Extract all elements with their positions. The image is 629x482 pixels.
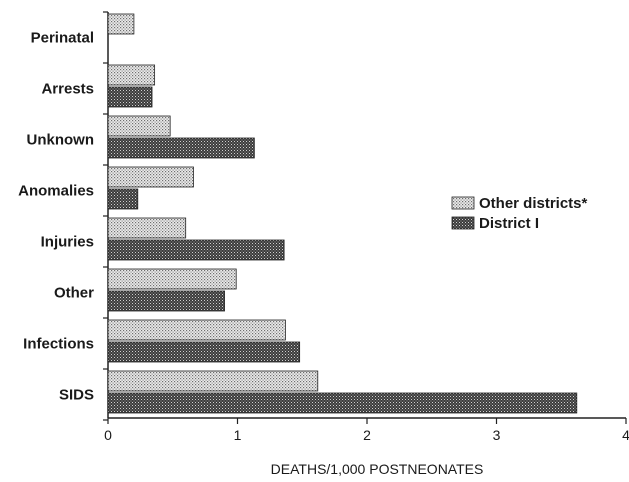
legend-swatch-district-1 — [451, 216, 475, 230]
bar-district-1 — [107, 341, 301, 363]
category-label: Injuries — [41, 234, 94, 251]
bar-district-1 — [107, 239, 285, 261]
x-axis-title: DEATHS/1,000 POSTNEONATES — [271, 461, 484, 477]
bar-other-districts — [107, 217, 187, 239]
category-label: Perinatal — [31, 30, 94, 47]
x-tick-label: 2 — [363, 427, 371, 443]
legend: Other districts* District I — [451, 195, 588, 232]
bar-other-districts — [107, 319, 286, 341]
category-label: Arrests — [41, 81, 94, 98]
legend-label-district-1: District I — [479, 215, 539, 232]
bar-district-1 — [107, 137, 255, 159]
x-tick-label: 4 — [622, 427, 629, 443]
bar-district-1 — [107, 392, 578, 414]
category-label: SIDS — [59, 387, 94, 404]
bar-district-1 — [107, 86, 153, 108]
legend-label-other-districts: Other districts* — [479, 195, 588, 212]
x-tick-label: 3 — [493, 427, 501, 443]
bar-district-1 — [107, 188, 139, 210]
legend-swatch-other-districts — [451, 196, 475, 210]
x-tick-label: 1 — [234, 427, 242, 443]
plot-area: Perinatal Arrests Unknown Anomalies Injuries… — [18, 11, 629, 443]
bar-other-districts — [107, 115, 171, 137]
bar-other-districts — [107, 268, 237, 290]
bar-other-districts — [107, 13, 135, 35]
category-label: Anomalies — [18, 183, 94, 200]
category-label: Other — [54, 285, 94, 302]
bar-other-districts — [107, 370, 319, 392]
x-tick-label: 0 — [104, 427, 112, 443]
bar-other-districts — [107, 64, 156, 86]
bar-district-1 — [107, 290, 225, 312]
category-label: Unknown — [27, 132, 95, 149]
bar-other-districts — [107, 166, 194, 188]
category-label: Infections — [23, 336, 94, 353]
